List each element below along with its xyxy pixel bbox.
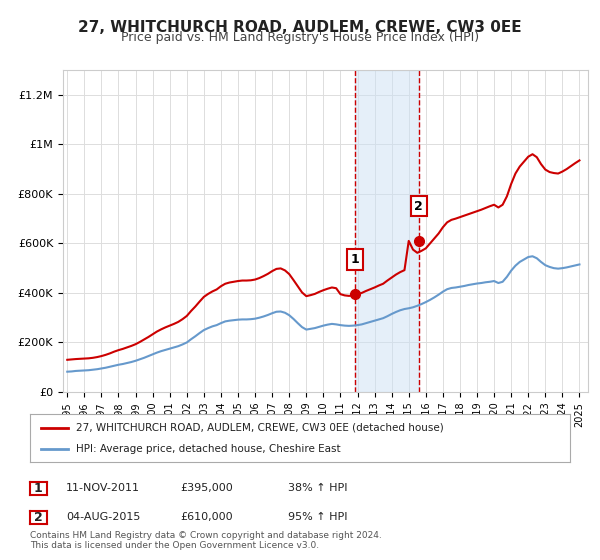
Text: 27, WHITCHURCH ROAD, AUDLEM, CREWE, CW3 0EE (detached house): 27, WHITCHURCH ROAD, AUDLEM, CREWE, CW3 … (76, 423, 443, 433)
Text: 1: 1 (34, 482, 43, 495)
Text: 27, WHITCHURCH ROAD, AUDLEM, CREWE, CW3 0EE: 27, WHITCHURCH ROAD, AUDLEM, CREWE, CW3 … (78, 20, 522, 35)
Text: HPI: Average price, detached house, Cheshire East: HPI: Average price, detached house, Ches… (76, 444, 341, 454)
Text: 95% ↑ HPI: 95% ↑ HPI (288, 512, 347, 522)
Text: 1: 1 (350, 253, 359, 266)
Text: Price paid vs. HM Land Registry's House Price Index (HPI): Price paid vs. HM Land Registry's House … (121, 31, 479, 44)
Text: 11-NOV-2011: 11-NOV-2011 (66, 483, 140, 493)
Bar (355, 70, 419, 392)
Text: £610,000: £610,000 (180, 512, 233, 522)
Text: 38% ↑ HPI: 38% ↑ HPI (288, 483, 347, 493)
Text: Contains HM Land Registry data © Crown copyright and database right 2024.
This d: Contains HM Land Registry data © Crown c… (30, 530, 382, 550)
Text: £395,000: £395,000 (180, 483, 233, 493)
Text: 04-AUG-2015: 04-AUG-2015 (66, 512, 140, 522)
Text: 2: 2 (34, 511, 43, 524)
Text: 2: 2 (414, 200, 423, 213)
